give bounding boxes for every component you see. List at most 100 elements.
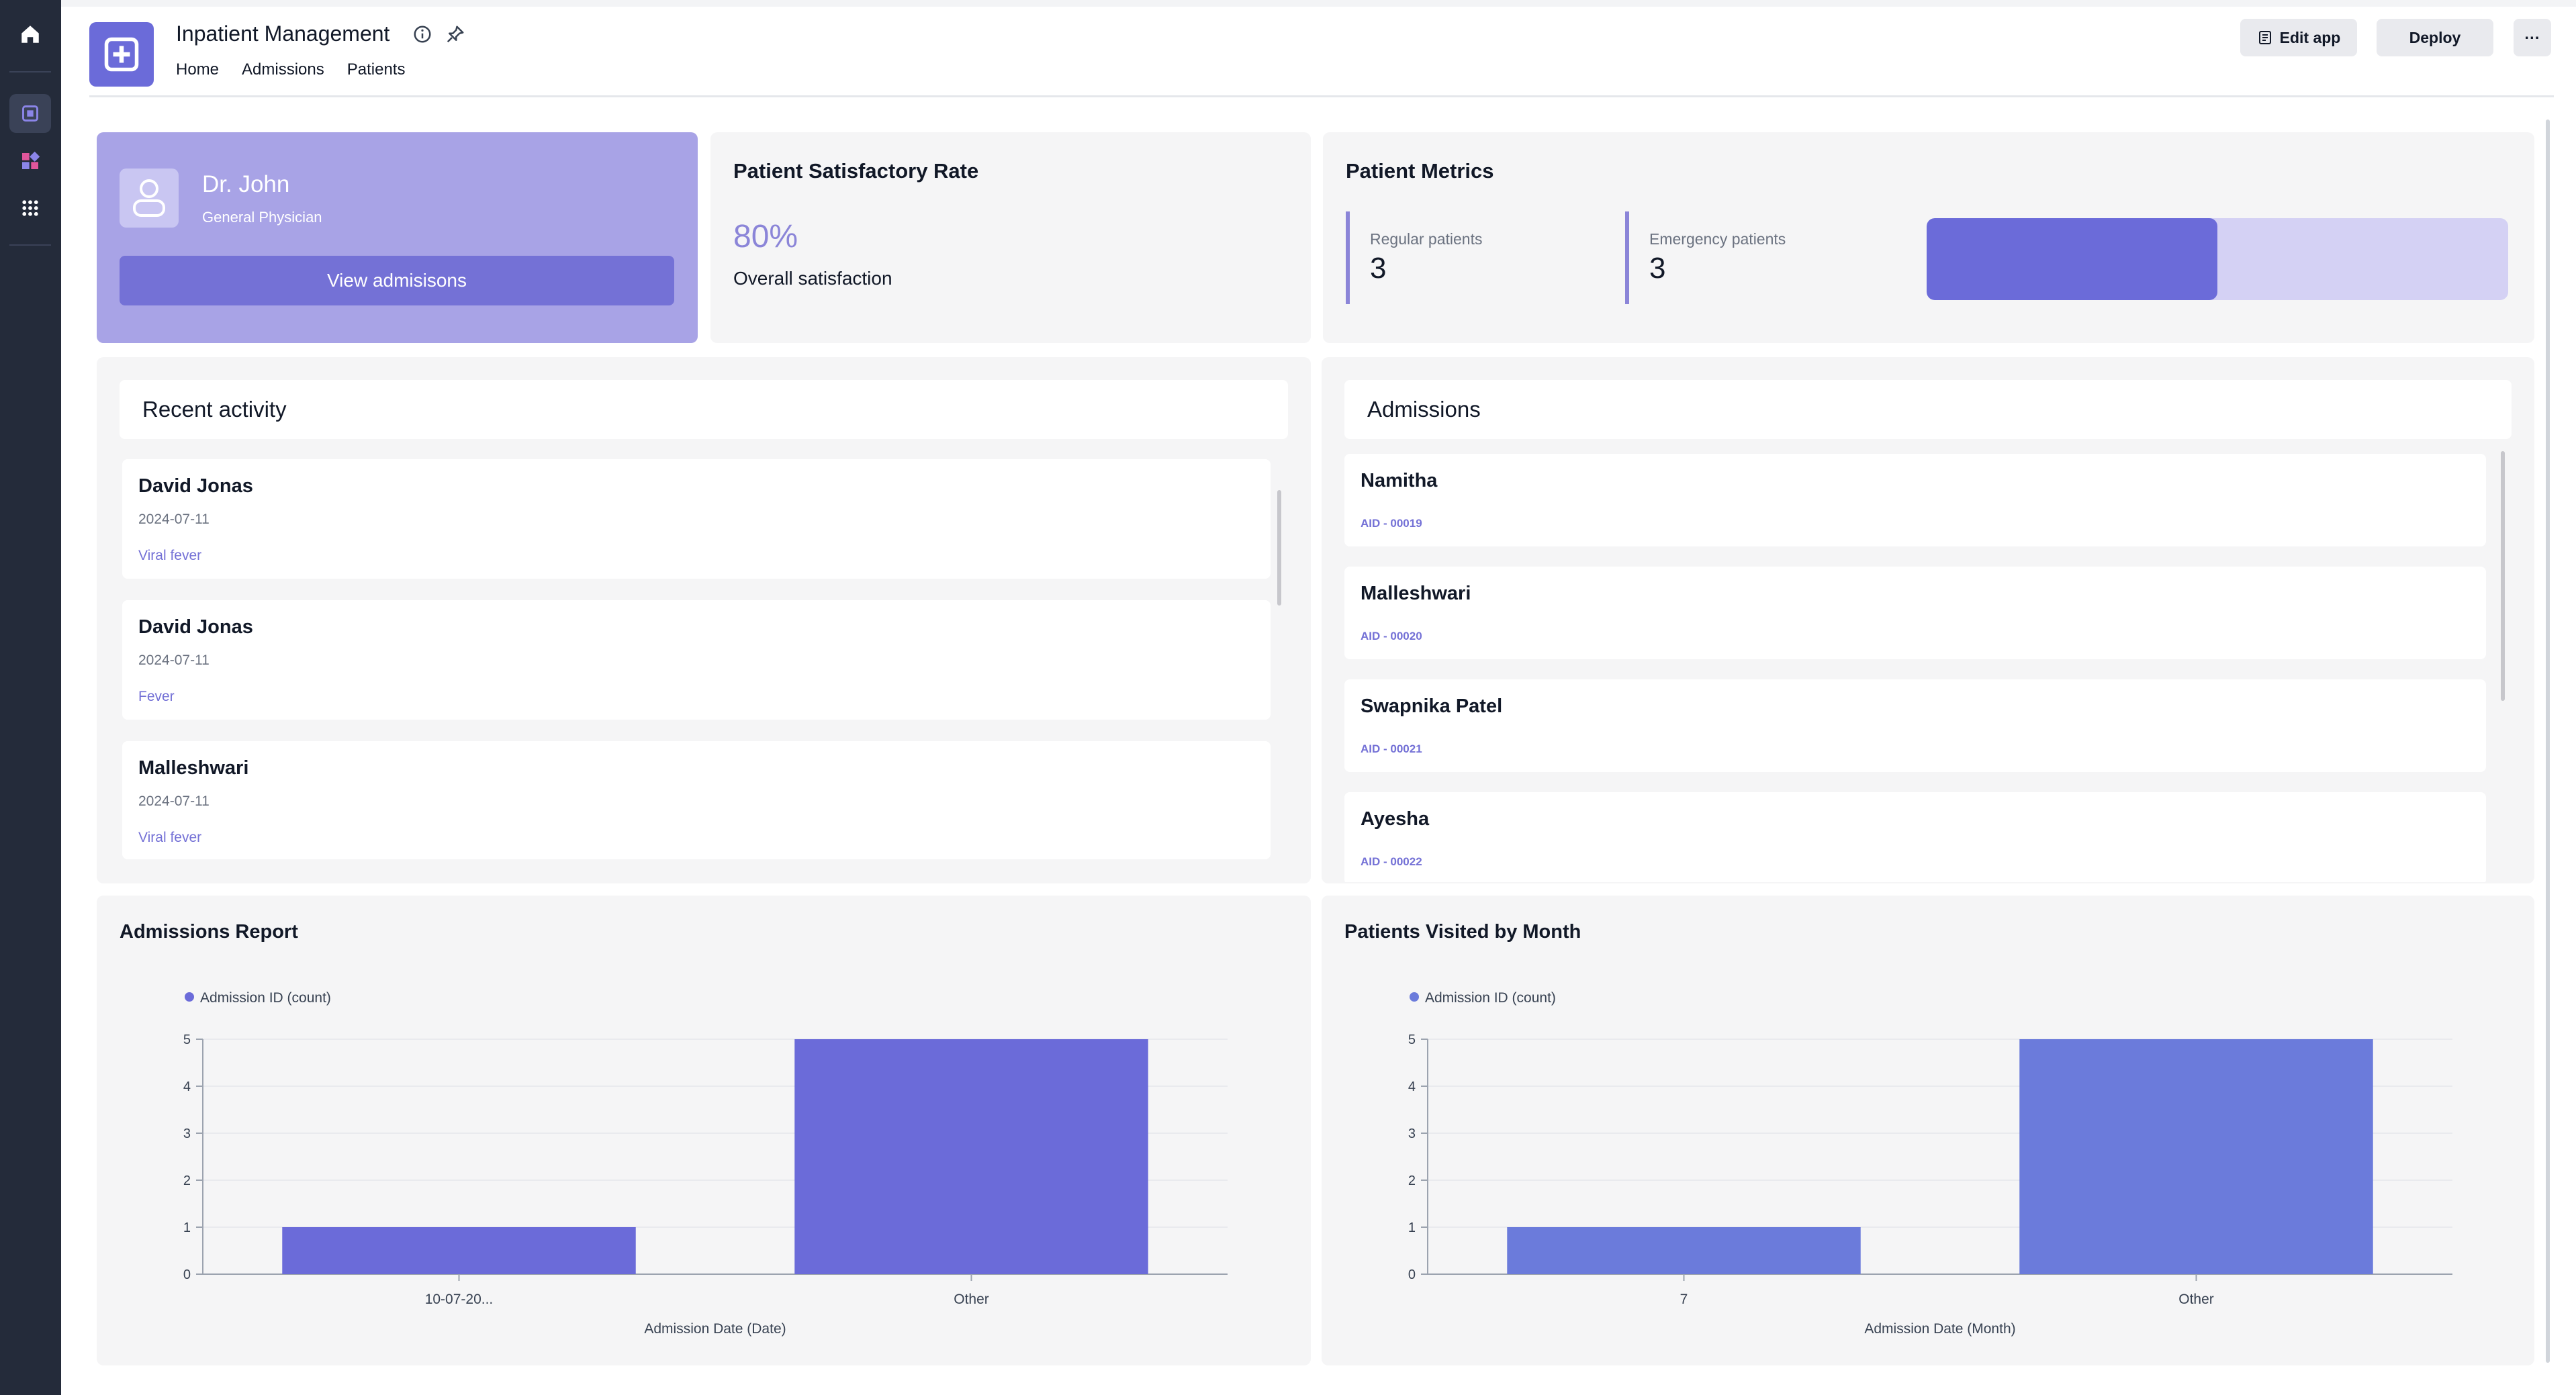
x-tick-label: 10-07-20... [425, 1292, 494, 1307]
activity-diagnosis: Viral fever [138, 548, 202, 563]
edit-icon [2258, 31, 2271, 44]
nav-admissions[interactable]: Admissions [242, 60, 324, 79]
satisfaction-label: Overall satisfaction [733, 268, 892, 289]
chart-title: Admissions Report [120, 921, 298, 943]
app-icon[interactable] [9, 94, 51, 133]
rail-divider [9, 244, 51, 246]
activity-patient-name: David Jonas [138, 475, 253, 497]
nav-home[interactable]: Home [176, 60, 220, 79]
y-tick-label: 0 [1408, 1267, 1416, 1282]
patient-ratio-bar [1927, 218, 2508, 300]
activity-patient-name: David Jonas [138, 616, 253, 638]
widgets-icon[interactable] [9, 142, 51, 181]
bar [794, 1039, 1148, 1274]
admission-id: AID - 00019 [1361, 517, 1422, 530]
emergency-patients-label: Emergency patients [1649, 230, 1786, 248]
activity-date: 2024-07-11 [138, 653, 210, 668]
x-tick-label: 7 [1680, 1292, 1688, 1307]
legend-marker [185, 992, 194, 1002]
legend-label: Admission ID (count) [1425, 990, 1556, 1006]
activity-item[interactable]: Malleshwari 2024-07-11 Viral fever [122, 741, 1271, 859]
admission-item[interactable]: Namitha AID - 00019 [1344, 454, 2486, 546]
deploy-button[interactable]: Deploy [2377, 19, 2493, 56]
patients-visited-panel: Patients Visited by Month Admission ID (… [1322, 896, 2534, 1365]
y-tick-label: 2 [183, 1173, 191, 1188]
activity-scrollbar[interactable] [1277, 490, 1281, 606]
admission-id: AID - 00020 [1361, 630, 1422, 642]
user-icon [133, 179, 165, 217]
info-icon[interactable] [412, 24, 432, 48]
admission-item[interactable]: Ayesha AID - 00022 [1344, 792, 2486, 882]
admissions-scrollbar[interactable] [2501, 451, 2505, 701]
chart-title: Patients Visited by Month [1344, 921, 1581, 943]
more-icon: ··· [2524, 28, 2540, 46]
top-strip [61, 0, 2576, 7]
activity-item[interactable]: David Jonas 2024-07-11 Fever [122, 600, 1271, 720]
pin-icon[interactable] [445, 24, 465, 48]
admissions-report-chart: Admission ID (count) 0 1 2 3 4 5 10-07-20... Oth… [183, 990, 1228, 1337]
admission-id: AID - 00021 [1361, 742, 1422, 755]
doctor-card: Dr. John General Physician View admisiso… [97, 132, 698, 343]
metrics-title: Patient Metrics [1346, 159, 1494, 183]
app-logo [89, 22, 154, 87]
bar [2019, 1039, 2373, 1274]
admission-patient-name: Ayesha [1361, 808, 1430, 830]
activity-diagnosis: Fever [138, 689, 175, 704]
y-tick-label: 2 [1408, 1173, 1416, 1188]
y-tick-label: 1 [1408, 1220, 1416, 1235]
x-tick-label: Other [954, 1292, 989, 1307]
satisfaction-value: 80% [733, 219, 798, 254]
activity-patient-name: Malleshwari [138, 757, 249, 779]
activity-item[interactable]: David Jonas 2024-07-11 Viral fever [122, 459, 1271, 579]
admission-id: AID - 00022 [1361, 855, 1422, 868]
app-nav: Home Admissions Patients [176, 60, 405, 79]
y-tick-label: 5 [1408, 1032, 1416, 1047]
admission-patient-name: Swapnika Patel [1361, 695, 1503, 717]
patient-ratio-fill [1927, 218, 2217, 300]
admission-item[interactable]: Malleshwari AID - 00020 [1344, 567, 2486, 659]
page-scrollbar[interactable] [2546, 119, 2550, 1363]
x-axis-label: Admission Date (Month) [1864, 1321, 2015, 1337]
admissions-report-panel: Admissions Report Admission ID (count) 0 1… [97, 896, 1311, 1365]
admission-item[interactable]: Swapnika Patel AID - 00021 [1344, 679, 2486, 772]
doctor-name: Dr. John [202, 171, 290, 197]
nav-patients[interactable]: Patients [347, 60, 406, 79]
edit-app-label: Edit app [2279, 28, 2341, 46]
y-tick-label: 0 [183, 1267, 191, 1282]
x-axis-label: Admission Date (Date) [644, 1321, 786, 1337]
regular-patients-metric: Regular patients 3 [1346, 211, 1601, 304]
doctor-role: General Physician [202, 209, 322, 226]
bar [1507, 1227, 1861, 1274]
admissions-title: Admissions [1344, 380, 2512, 439]
y-tick-label: 3 [1408, 1126, 1416, 1141]
header-divider [89, 95, 2554, 97]
legend-marker [1410, 992, 1419, 1002]
y-tick-label: 5 [183, 1032, 191, 1047]
regular-patients-value: 3 [1370, 252, 1387, 285]
left-rail [0, 0, 61, 1395]
y-tick-label: 4 [1408, 1079, 1416, 1094]
admissions-list: Namitha AID - 00019 Malleshwari AID - 00… [1344, 451, 2499, 882]
x-tick-label: Other [2178, 1292, 2214, 1307]
emergency-patients-metric: Emergency patients 3 [1625, 211, 1880, 304]
edit-app-button[interactable]: Edit app [2240, 19, 2357, 56]
legend-label: Admission ID (count) [200, 990, 331, 1006]
satisfaction-title: Patient Satisfactory Rate [733, 159, 979, 183]
activity-date: 2024-07-11 [138, 793, 210, 809]
activity-date: 2024-07-11 [138, 512, 210, 527]
regular-patients-label: Regular patients [1370, 230, 1483, 248]
home-icon[interactable] [9, 15, 51, 54]
deploy-label: Deploy [2409, 28, 2461, 46]
admissions-panel: Admissions Namitha AID - 00019 Malleshwa… [1322, 357, 2534, 883]
recent-activity-title: Recent activity [120, 380, 1288, 439]
grid-icon[interactable] [9, 189, 51, 228]
avatar [120, 169, 179, 228]
app-title: Inpatient Management [176, 21, 390, 46]
y-tick-label: 1 [183, 1220, 191, 1235]
rail-divider [9, 71, 51, 73]
admission-patient-name: Namitha [1361, 470, 1438, 491]
y-tick-label: 4 [183, 1079, 191, 1094]
view-admissions-button[interactable]: View admisisons [120, 256, 674, 305]
more-options-button[interactable]: ··· [2514, 19, 2551, 56]
satisfaction-card: Patient Satisfactory Rate 80% Overall sa… [710, 132, 1311, 343]
